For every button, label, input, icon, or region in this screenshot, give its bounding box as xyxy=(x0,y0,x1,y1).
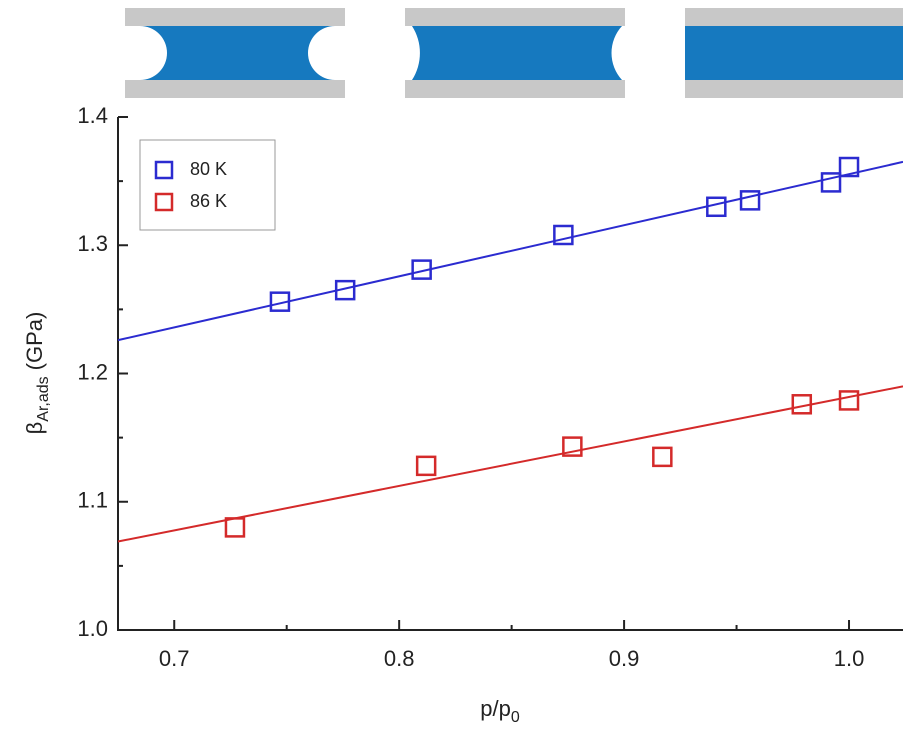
marker xyxy=(417,457,435,475)
x-label-main: p/p xyxy=(480,696,511,721)
x-tick-label: 0.8 xyxy=(384,646,415,671)
marker xyxy=(741,191,759,209)
pore-liquid xyxy=(140,26,335,80)
pore-wall xyxy=(685,80,903,98)
marker xyxy=(707,198,725,216)
marker xyxy=(840,391,858,409)
x-tick-label: 1.0 xyxy=(834,646,865,671)
y-label-subscript: Ar,ads xyxy=(35,376,52,421)
chart: p/p0 βAr,ads (GPa) 0.7 0.8 0.9 1.0 1.0 1.1 1.2 1… xyxy=(0,0,903,733)
pore-illustrations xyxy=(125,8,903,98)
x-tick-label: 0.9 xyxy=(609,646,640,671)
legend-label: 86 K xyxy=(190,191,227,211)
legend-box xyxy=(140,140,275,230)
x-tick-label: 0.7 xyxy=(159,646,190,671)
marker xyxy=(226,518,244,536)
pore-wall xyxy=(405,80,625,98)
pore-liquid xyxy=(412,26,622,80)
pore-wall xyxy=(685,8,903,26)
pore-wall xyxy=(405,8,625,26)
pore-liquid xyxy=(685,26,903,80)
pore-wall xyxy=(125,8,345,26)
y-tick-label: 1.2 xyxy=(77,359,108,384)
x-label-subscript: 0 xyxy=(511,709,520,726)
marker xyxy=(653,448,671,466)
y-tick-label: 1.0 xyxy=(77,616,108,641)
y-label-symbol: β xyxy=(22,422,47,435)
y-label-unit: (GPa) xyxy=(22,312,47,371)
y-tick-label: 1.3 xyxy=(77,231,108,256)
pore-wall xyxy=(125,80,345,98)
x-axis-label: p/p0 xyxy=(480,696,520,726)
legend-label: 80 K xyxy=(190,159,227,179)
y-tick-label: 1.4 xyxy=(77,103,108,128)
y-axis-label: βAr,ads (GPa) xyxy=(22,312,52,435)
y-tick-label: 1.1 xyxy=(77,488,108,513)
